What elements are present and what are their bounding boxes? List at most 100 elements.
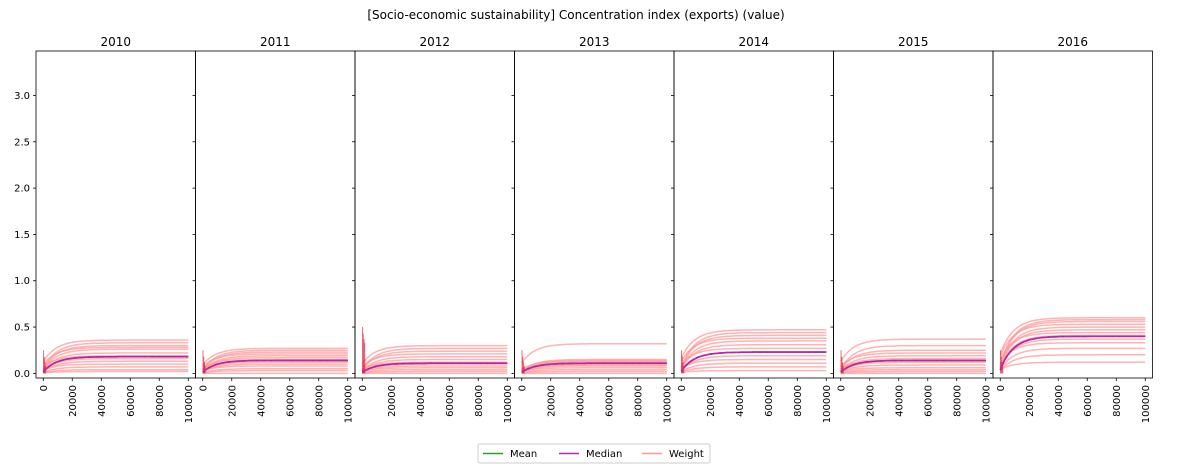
x-tick-label: 40000 bbox=[1054, 385, 1065, 417]
median-line bbox=[361, 362, 508, 373]
weight-line bbox=[680, 334, 827, 368]
x-tick-label: 60000 bbox=[1083, 385, 1094, 417]
weight-line bbox=[42, 346, 189, 365]
legend-median-label: Median bbox=[586, 449, 622, 460]
x-tick-label: 100000 bbox=[822, 385, 833, 423]
weight-line bbox=[999, 342, 1146, 364]
x-tick-label: 20000 bbox=[387, 385, 398, 417]
weight-line bbox=[680, 340, 827, 369]
weight-line bbox=[202, 369, 348, 374]
panel-frame bbox=[833, 50, 994, 379]
x-tick-label: 100000 bbox=[1141, 385, 1152, 423]
x-tick-label: 100000 bbox=[981, 385, 992, 423]
panel-2011: 2011 0 20000 40000 60000 80000 100000 bbox=[192, 35, 356, 423]
panel-title: 2014 bbox=[738, 35, 769, 49]
weight-line bbox=[999, 318, 1146, 366]
panel-title: 2011 bbox=[260, 35, 291, 49]
x-tick-label: 0 bbox=[836, 385, 847, 391]
x-tick-label: 100000 bbox=[184, 385, 195, 423]
x-tick-label: 100000 bbox=[662, 385, 673, 423]
median-line bbox=[202, 359, 348, 373]
panel-2014: 2014 0 20000 40000 60000 80000 100000 bbox=[671, 35, 834, 423]
weight-line bbox=[361, 361, 508, 371]
weight-line bbox=[521, 367, 667, 373]
x-tick-label: 80000 bbox=[952, 385, 963, 417]
weight-line bbox=[521, 360, 667, 370]
x-tick-label: 20000 bbox=[865, 385, 876, 417]
panel-title: 2010 bbox=[100, 35, 131, 49]
x-tick-label: 20000 bbox=[68, 385, 79, 417]
weight-line bbox=[202, 355, 348, 372]
panel-frame bbox=[354, 50, 515, 379]
weight-line bbox=[202, 363, 348, 373]
weight-line bbox=[361, 344, 508, 365]
weight-line bbox=[999, 320, 1146, 366]
x-tick-label: 80000 bbox=[1112, 385, 1123, 417]
weight-line bbox=[362, 368, 508, 374]
x-tick-label: 0 bbox=[677, 385, 688, 391]
panel-frame bbox=[514, 50, 675, 379]
x-tick-label: 40000 bbox=[256, 385, 267, 417]
panel-frame bbox=[195, 50, 356, 379]
x-tick-label: 40000 bbox=[416, 385, 427, 417]
weight-line bbox=[42, 348, 189, 371]
weight-line bbox=[202, 367, 348, 374]
x-tick-label: 0 bbox=[358, 385, 369, 391]
legend-mean-label: Mean bbox=[510, 449, 537, 460]
weight-line bbox=[521, 370, 667, 374]
legend: Mean Median Weight bbox=[477, 443, 711, 464]
weight-line bbox=[361, 365, 508, 373]
weight-line bbox=[202, 356, 348, 372]
panel-title: 2012 bbox=[419, 35, 450, 49]
weight-line bbox=[999, 329, 1146, 368]
weight-line bbox=[42, 342, 189, 370]
y-tick-label: 3.0 bbox=[14, 91, 30, 102]
weight-line bbox=[43, 366, 189, 374]
panel-title: 2016 bbox=[1057, 35, 1088, 49]
chart-title: [Socio-economic sustainability] Concentr… bbox=[367, 8, 784, 22]
y-tick-label: 1.0 bbox=[14, 276, 30, 287]
weight-line bbox=[680, 362, 827, 373]
median-markers bbox=[680, 351, 827, 372]
weight-line bbox=[999, 323, 1146, 357]
weight-line bbox=[362, 370, 508, 374]
weight-line bbox=[680, 347, 827, 366]
weight-line bbox=[680, 329, 827, 359]
panel-2016: 2016 0 20000 40000 60000 80000 100000 bbox=[990, 35, 1153, 423]
weight-line bbox=[840, 344, 986, 370]
panel-2015: 2015 0 20000 40000 60000 80000 100000 bbox=[830, 35, 994, 423]
weight-line bbox=[840, 355, 986, 372]
weight-line bbox=[999, 354, 1146, 372]
y-tick-label: 0.0 bbox=[14, 369, 30, 380]
weight-line bbox=[680, 355, 827, 372]
weight-line bbox=[361, 353, 508, 368]
x-tick-label: 40000 bbox=[735, 385, 746, 417]
panels: 2010 0.0 0.5 1.0 1.5 2.0 2.5 3.0 0 20000 40000 6000… bbox=[14, 35, 1153, 423]
weight-line bbox=[202, 353, 348, 368]
weight-line bbox=[202, 349, 348, 371]
weight-line bbox=[681, 369, 827, 374]
x-tick-label: 40000 bbox=[575, 385, 586, 417]
weight-line bbox=[521, 364, 667, 373]
weight-line bbox=[43, 368, 189, 374]
panel-frame bbox=[673, 50, 834, 379]
weight-line bbox=[999, 331, 1146, 360]
weight-line bbox=[42, 357, 189, 372]
weight-line bbox=[840, 349, 986, 371]
x-tick-label: 0 bbox=[517, 385, 528, 391]
median-line bbox=[840, 359, 986, 373]
weight-line bbox=[43, 363, 189, 371]
weight-line bbox=[361, 350, 508, 371]
weight-line bbox=[42, 360, 189, 373]
weight-line bbox=[840, 357, 986, 372]
weight-line bbox=[202, 361, 348, 373]
weight-line bbox=[43, 370, 189, 374]
panel-2013: 2013 0 20000 40000 60000 80000 100000 bbox=[511, 35, 675, 423]
x-tick-label: 20000 bbox=[706, 385, 717, 417]
panel-title: 2015 bbox=[898, 35, 929, 49]
x-tick-label: 20000 bbox=[546, 385, 557, 417]
x-tick-label: 100000 bbox=[343, 385, 354, 423]
weight-line bbox=[840, 364, 986, 373]
panel-frame bbox=[35, 50, 196, 379]
x-tick-label: 80000 bbox=[155, 385, 166, 417]
